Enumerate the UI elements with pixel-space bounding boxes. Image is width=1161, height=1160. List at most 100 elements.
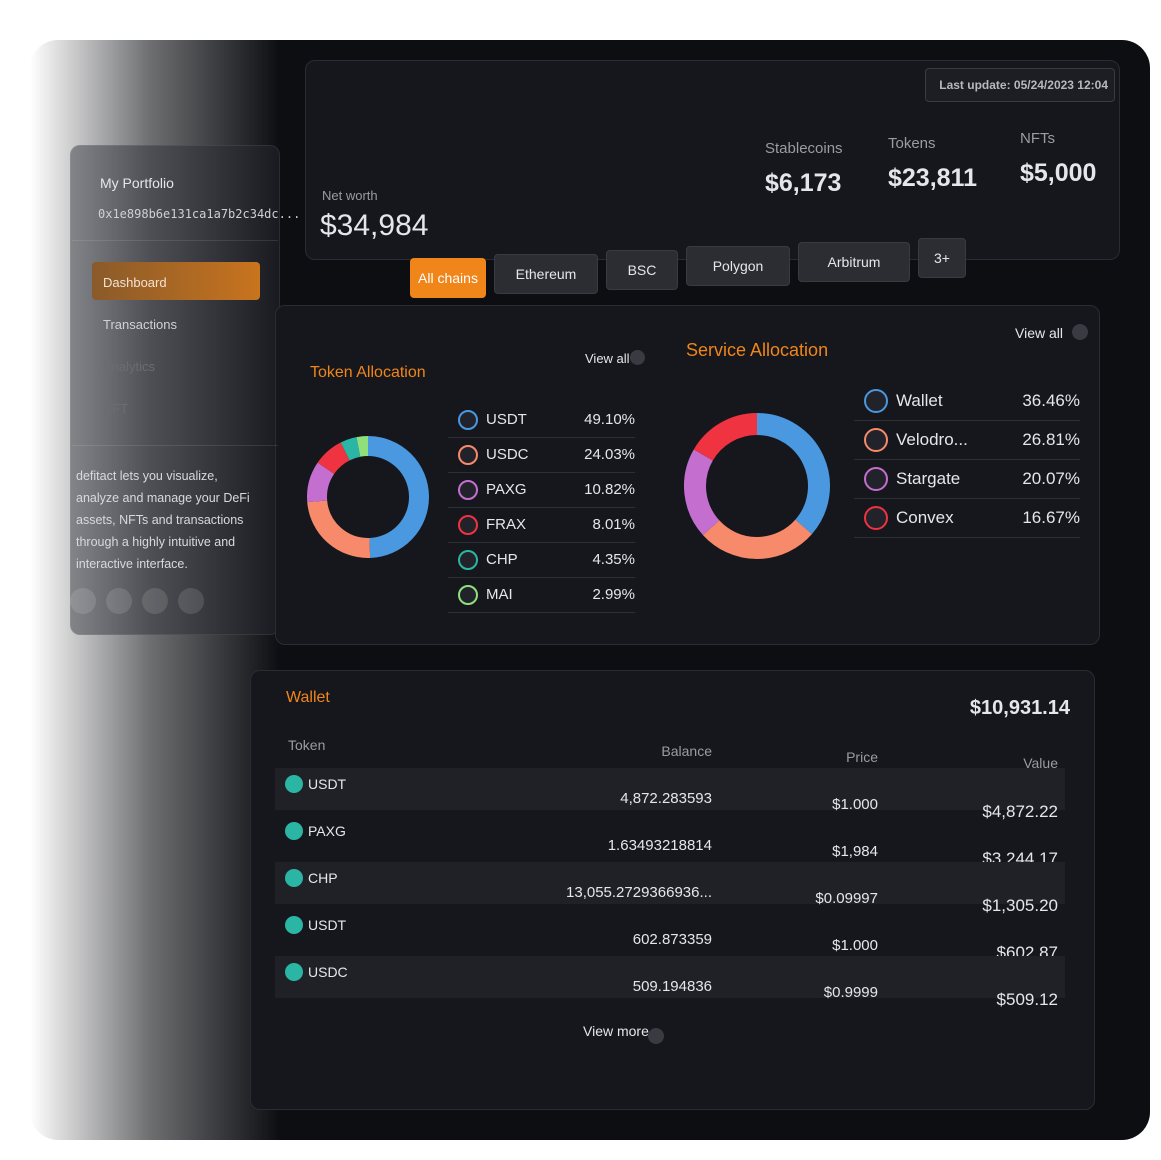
row-divider <box>448 611 635 613</box>
token-icon <box>864 389 888 413</box>
token-name: CHP <box>308 870 338 886</box>
item-percent: 49.10% <box>584 411 635 428</box>
chain-label[interactable]: 3+ <box>934 250 950 266</box>
token-icon <box>285 822 303 840</box>
chain-button[interactable] <box>918 238 966 278</box>
token-icon <box>864 467 888 491</box>
stat-label: NFTs <box>1020 130 1055 147</box>
social-icon[interactable] <box>106 588 132 614</box>
chain-button[interactable] <box>494 254 598 294</box>
item-percent: 24.03% <box>584 446 635 463</box>
chain-label[interactable]: Polygon <box>712 258 764 274</box>
section-title: Token Allocation <box>310 364 426 381</box>
item-percent: 16.67% <box>1022 507 1080 527</box>
item-name: PAXG <box>486 481 527 498</box>
cell-price: $1.000 <box>832 937 878 954</box>
net-worth: $34,984 <box>320 209 429 242</box>
row-background <box>275 862 1065 904</box>
view-more-icon[interactable] <box>648 1028 664 1044</box>
item-percent: 2.99% <box>592 586 635 603</box>
cell-value: $4,872.22 <box>982 802 1058 821</box>
row-divider <box>448 576 635 578</box>
token-icon <box>458 585 478 605</box>
token-name: USDT <box>308 917 347 933</box>
column-header: Token <box>288 737 326 753</box>
nav-item[interactable]: Dashboard <box>103 275 167 290</box>
item-name: Wallet <box>896 390 943 410</box>
row-divider <box>448 471 635 473</box>
item-percent: 20.07% <box>1022 468 1080 488</box>
wallet-address: 0x1e898b6e131ca1a7b2c34dc... <box>98 207 301 221</box>
nav-active[interactable] <box>92 262 260 300</box>
token-icon <box>285 916 303 934</box>
social-icon[interactable] <box>70 588 96 614</box>
sidebar-title: My Portfolio <box>100 175 174 191</box>
stat-value: $5,000 <box>1020 159 1097 187</box>
stat-value: $6,173 <box>765 169 842 197</box>
token-icon <box>864 506 888 530</box>
sidebar-description: defitact lets you visualize, analyze and… <box>76 469 250 571</box>
row-divider <box>448 506 635 508</box>
view-all-icon[interactable] <box>1072 324 1088 340</box>
token-icon <box>458 445 478 465</box>
item-name: USDT <box>486 411 527 428</box>
nav-item[interactable]: NFT <box>103 401 129 416</box>
row-divider <box>854 497 1080 499</box>
net-worth-label: Net worth <box>322 188 378 203</box>
item-percent: 26.81% <box>1022 429 1080 449</box>
stat-label: Stablecoins <box>765 140 843 157</box>
cell-balance: 13,055.2729366936... <box>566 884 712 901</box>
row-divider <box>854 536 1080 538</box>
chain-button[interactable] <box>798 242 910 282</box>
cell-price: $1,984 <box>832 843 878 860</box>
social-icon[interactable] <box>142 588 168 614</box>
item-name: MAI <box>486 586 513 603</box>
view-more[interactable]: View more <box>583 1023 649 1039</box>
token-name: USDC <box>308 964 348 980</box>
chain-button[interactable] <box>410 258 486 298</box>
view-all[interactable]: View all <box>1015 325 1063 341</box>
chain-label[interactable]: Ethereum <box>515 266 577 282</box>
cell-balance: 509.194836 <box>632 978 712 995</box>
column-header: Price <box>846 749 878 765</box>
cell-value: $509.12 <box>996 990 1058 1009</box>
last-update-box <box>925 68 1115 102</box>
last-update: Last update: 05/24/2023 12:04 <box>939 78 1108 92</box>
stat-label: Tokens <box>888 135 936 152</box>
cell-balance: 4,872.283593 <box>620 790 712 807</box>
stat-value: $23,811 <box>888 164 977 192</box>
nav-item[interactable]: Transactions <box>103 317 177 332</box>
column-header: Value <box>1023 755 1058 771</box>
item-name: Velodro... <box>896 429 968 449</box>
cell-balance: 1.63493218814 <box>607 837 712 854</box>
item-percent: 4.35% <box>592 551 635 568</box>
chain-label[interactable]: All chains <box>418 270 478 286</box>
item-name: CHP <box>486 551 518 568</box>
nav-item[interactable]: Analytics <box>103 359 156 374</box>
chain-button[interactable] <box>606 250 678 290</box>
item-name: USDC <box>486 446 529 463</box>
wallet-total: $10,931.14 <box>969 697 1070 719</box>
chain-label[interactable]: Arbitrum <box>827 254 881 270</box>
token-icon <box>864 428 888 452</box>
view-all-icon[interactable] <box>630 350 645 365</box>
section-title: Service Allocation <box>686 340 829 360</box>
chain-label[interactable]: BSC <box>627 262 657 278</box>
cell-price: $0.09997 <box>815 890 878 907</box>
cell-value: $1,305.20 <box>982 896 1058 915</box>
item-name: Stargate <box>896 468 961 488</box>
item-percent: 10.82% <box>584 481 635 498</box>
cell-price: $0.9999 <box>823 984 878 1001</box>
divider <box>72 240 278 241</box>
item-percent: 36.46% <box>1022 390 1080 410</box>
row-divider <box>448 436 635 438</box>
chain-button[interactable] <box>686 246 790 286</box>
item-name: FRAX <box>486 516 527 533</box>
row-background <box>275 768 1065 810</box>
row-background <box>275 956 1065 998</box>
social-icon[interactable] <box>178 588 204 614</box>
row-divider <box>448 541 635 543</box>
view-all[interactable]: View all <box>585 351 630 366</box>
cell-price: $1.000 <box>832 796 878 813</box>
